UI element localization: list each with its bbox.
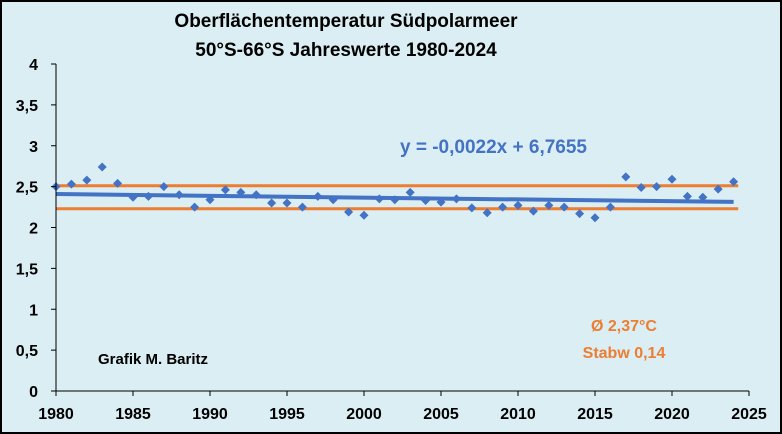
x-tick-label: 2025: [731, 406, 767, 423]
y-tick-label: 0,5: [16, 343, 38, 360]
y-tick-label: 4: [29, 57, 38, 74]
data-point: [267, 198, 277, 208]
data-point: [513, 200, 523, 210]
x-tick-label: 1990: [192, 406, 228, 423]
data-point: [97, 162, 107, 172]
data-point: [190, 202, 200, 212]
x-tick-label: 1985: [115, 406, 151, 423]
credit-text: Grafik M. Baritz: [98, 351, 208, 368]
data-point: [667, 174, 677, 184]
x-tick-label: 2015: [577, 406, 613, 423]
y-tick-label: 3,5: [16, 98, 38, 115]
data-point: [482, 208, 492, 218]
data-point: [559, 202, 569, 212]
data-point: [405, 187, 415, 197]
stdev-annotation: Stabw 0,14: [583, 345, 666, 362]
chart-subtitle: 50°S-66°S Jahreswerte 1980-2024: [195, 40, 497, 61]
x-tick-label: 2020: [654, 406, 690, 423]
chart-title: Oberflächentemperatur Südpolarmeer: [174, 11, 518, 32]
data-point: [590, 213, 600, 223]
data-point: [467, 203, 477, 213]
data-point: [652, 182, 662, 192]
data-point: [390, 195, 400, 205]
data-point: [498, 202, 508, 212]
data-point: [159, 182, 169, 192]
y-tick-label: 2,5: [16, 180, 38, 197]
y-tick-label: 0: [29, 384, 38, 401]
data-point: [698, 192, 708, 202]
data-point: [636, 182, 646, 192]
data-point: [328, 195, 338, 205]
mean-annotation: Ø 2,37°C: [591, 318, 657, 335]
data-point: [220, 185, 230, 195]
x-tick-label: 2010: [500, 406, 536, 423]
y-tick-label: 1,5: [16, 261, 38, 278]
data-point: [236, 187, 246, 197]
data-point: [451, 194, 461, 204]
data-point: [128, 192, 138, 202]
data-point: [421, 196, 431, 206]
std-band-lines: [56, 184, 739, 211]
data-point: [251, 190, 261, 200]
data-point: [82, 175, 92, 185]
x-tick-labels: 1980 1985 1990 1995 2000 2005 2010 2015 2020 2025: [38, 406, 767, 423]
data-point: [729, 177, 739, 187]
data-point: [575, 209, 585, 219]
data-point: [205, 195, 215, 205]
data-point: [297, 202, 307, 212]
data-point: [143, 191, 153, 201]
x-tick-label: 1980: [38, 406, 74, 423]
data-point: [436, 197, 446, 207]
data-point: [374, 194, 384, 204]
data-point: [174, 190, 184, 200]
data-point: [713, 184, 723, 194]
data-point: [621, 172, 631, 182]
y-tick-label: 1: [29, 302, 38, 319]
data-point: [66, 179, 76, 189]
x-tick-label: 2000: [346, 406, 382, 423]
trendline-equation: y = -0,0022x + 6,7655: [400, 137, 587, 158]
data-point: [313, 191, 323, 201]
data-point: [113, 178, 123, 188]
y-tick-label: 2: [29, 221, 38, 238]
data-point: [528, 206, 538, 216]
data-point: [544, 200, 554, 210]
data-point: [359, 210, 369, 220]
y-tick-label: 3: [29, 139, 38, 156]
axes: [51, 63, 750, 396]
y-tick-labels: 0 0,5 1 1,5 2 2,5 3 3,5 4: [16, 57, 38, 401]
data-points: [51, 162, 739, 223]
data-point: [344, 207, 354, 217]
data-point: [605, 202, 615, 212]
data-point: [682, 191, 692, 201]
data-point: [282, 198, 292, 208]
x-tick-label: 2005: [423, 406, 459, 423]
x-tick-label: 1995: [269, 406, 305, 423]
